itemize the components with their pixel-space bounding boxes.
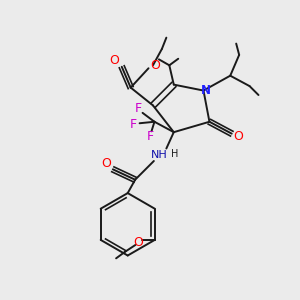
Text: F: F <box>146 130 154 143</box>
Text: O: O <box>150 59 160 72</box>
Text: H: H <box>171 149 178 160</box>
Text: F: F <box>134 102 142 115</box>
Text: N: N <box>201 84 211 97</box>
Text: NH: NH <box>151 150 167 160</box>
Text: O: O <box>110 54 119 67</box>
Text: O: O <box>133 236 143 249</box>
Text: O: O <box>233 130 243 143</box>
Text: O: O <box>101 158 111 170</box>
Text: F: F <box>130 118 137 131</box>
